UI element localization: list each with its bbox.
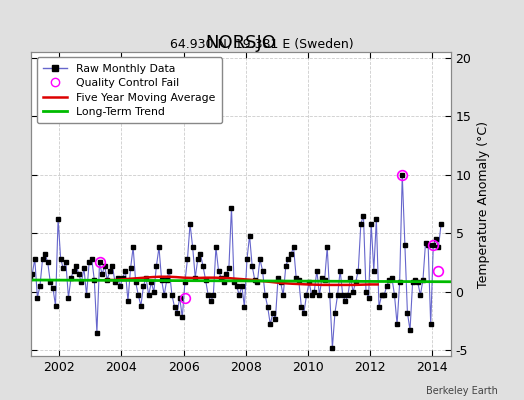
Legend: Raw Monthly Data, Quality Control Fail, Five Year Moving Average, Long-Term Tren: Raw Monthly Data, Quality Control Fail, …: [37, 58, 222, 124]
Text: Berkeley Earth: Berkeley Earth: [426, 386, 498, 396]
Text: 64.930 N, 19.381 E (Sweden): 64.930 N, 19.381 E (Sweden): [170, 38, 354, 51]
Title: NORSJO: NORSJO: [205, 34, 277, 52]
Y-axis label: Temperature Anomaly (°C): Temperature Anomaly (°C): [477, 120, 490, 288]
